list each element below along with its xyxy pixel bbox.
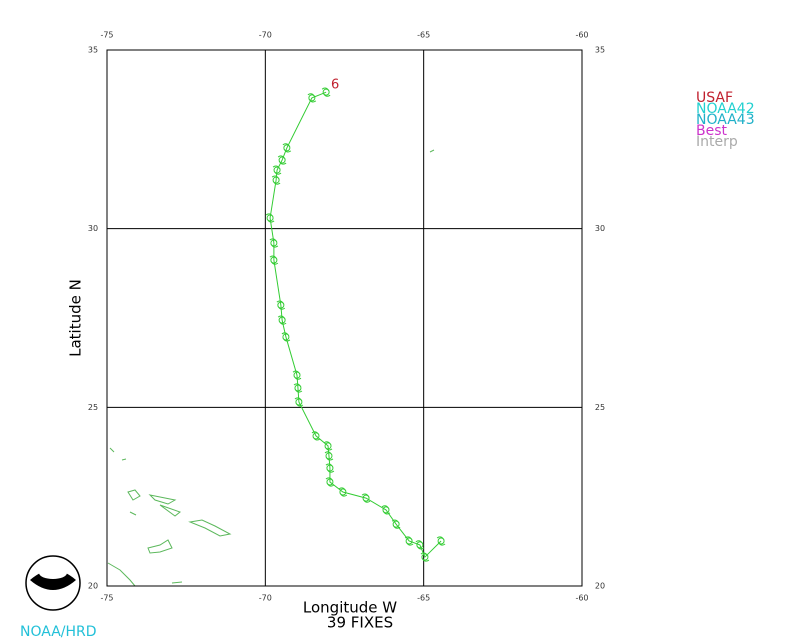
fix-marker	[307, 93, 317, 103]
fix-marker	[391, 519, 401, 529]
y-tick-label: 25	[88, 403, 98, 412]
legend-entry: USAF	[696, 90, 733, 106]
x-tick-label: -65	[417, 31, 430, 40]
y-axis-label: Latitude N	[67, 279, 85, 357]
fix-marker	[265, 213, 275, 223]
y-tick-label: 30	[595, 224, 605, 233]
x-tick-label: -60	[575, 594, 588, 603]
fix-marker	[277, 315, 287, 325]
fix-marker	[272, 165, 282, 175]
fix-marker	[276, 300, 286, 310]
fix-marker	[269, 238, 279, 248]
fix-marker	[282, 143, 292, 153]
fix-marker	[415, 540, 425, 550]
fix-marker	[269, 255, 279, 265]
fix-marker	[321, 87, 331, 97]
fix-marker	[324, 451, 334, 461]
y-tick-label: 30	[88, 224, 98, 233]
logo	[25, 555, 81, 611]
legend-entry: NOAA43	[696, 112, 755, 128]
subtitle: 39 FIXES	[327, 614, 393, 632]
fix-marker	[293, 383, 303, 393]
coastlines	[107, 149, 435, 587]
x-tick-label: -70	[259, 594, 272, 603]
fix-marker	[292, 370, 302, 380]
fix-marker	[381, 505, 391, 515]
fix-marker	[294, 397, 304, 407]
fix-marker	[361, 493, 371, 503]
x-tick-label: -75	[100, 31, 113, 40]
fix-marker	[311, 431, 321, 441]
x-tick-label: -65	[417, 594, 430, 603]
y-tick-label: 20	[595, 582, 605, 591]
plot-frame	[106, 49, 583, 587]
fix-marker	[325, 477, 335, 487]
y-tick-label: 35	[88, 46, 98, 55]
y-tick-label: 25	[595, 403, 605, 412]
storm-label: 6	[331, 78, 339, 93]
x-tick-label: -60	[575, 31, 588, 40]
y-tick-label: 20	[88, 582, 98, 591]
legend-entry: Interp	[696, 134, 738, 150]
fix-marker	[338, 487, 348, 497]
fix-marker	[420, 552, 430, 562]
fix-marker	[323, 441, 333, 451]
fix-marker	[404, 536, 414, 546]
x-tick-label: -70	[259, 31, 272, 40]
legend-entry: Best	[696, 123, 728, 139]
legend-entry: NOAA42	[696, 101, 755, 117]
fix-marker	[281, 332, 291, 342]
fix-marker	[277, 155, 287, 165]
fix-marker	[325, 463, 335, 473]
y-tick-label: 35	[595, 46, 605, 55]
x-axis-label: Longitude W	[303, 599, 397, 617]
fix-marker	[271, 175, 281, 185]
fix-marker	[436, 536, 446, 546]
x-tick-label: -75	[100, 594, 113, 603]
track-line	[269, 91, 442, 558]
footer: NOAA/HRD	[20, 624, 97, 640]
